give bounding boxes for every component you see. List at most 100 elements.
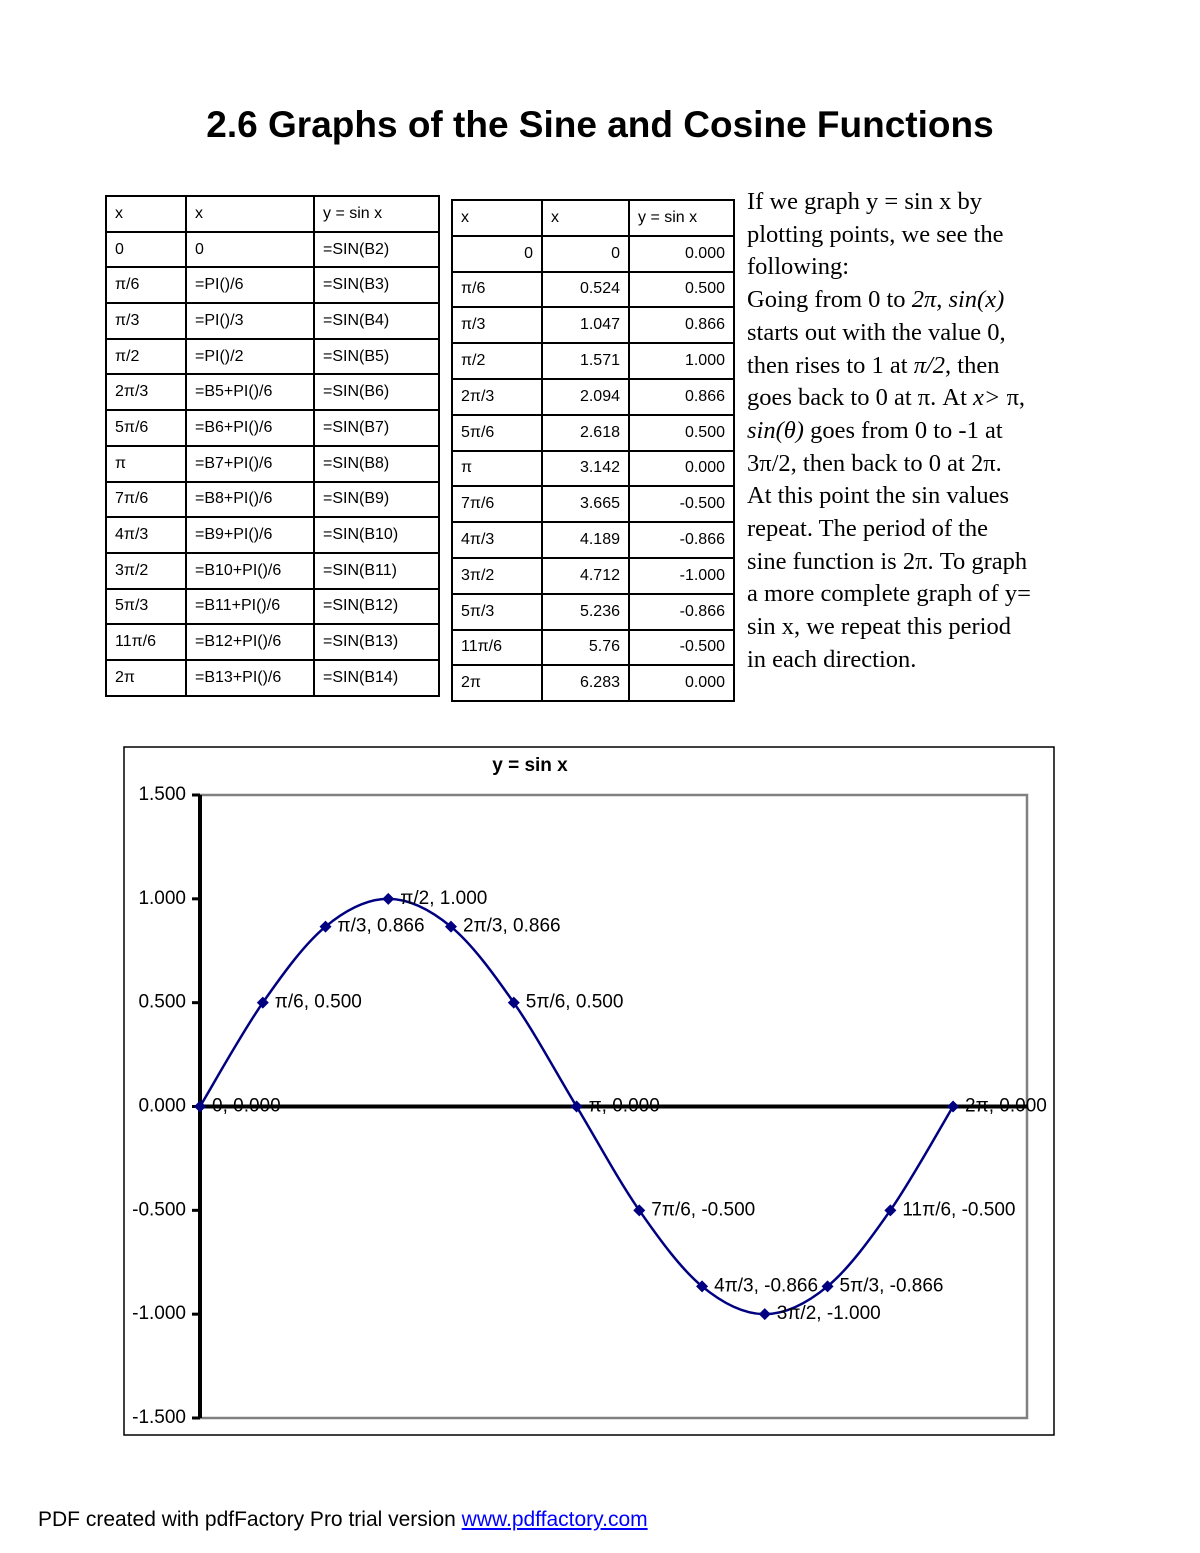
header-cell: y = sin x (313, 195, 440, 233)
y-tick-label: -1.000 (132, 1303, 186, 1324)
y-tick-label: -1.500 (132, 1407, 186, 1428)
table-cell: 7π/6 (105, 480, 187, 519)
table-cell: 3π/2 (451, 556, 543, 595)
table-row: 3π/2 4.712 -1.000 (451, 556, 735, 595)
table-cell: 0.000 (628, 234, 735, 273)
table-cell: =B13+PI()/6 (185, 658, 315, 697)
table-row: 3π/2 =B10+PI()/6 =SIN(B11) (105, 551, 440, 590)
data-label: 3π/2, -1.000 (777, 1303, 881, 1324)
table-row: 2π/3 =B5+PI()/6 =SIN(B6) (105, 373, 440, 412)
table-cell: 3.142 (541, 449, 630, 488)
table-cell: =SIN(B6) (313, 373, 440, 412)
table-cell: 3.665 (541, 485, 630, 524)
table-cell: 0 (451, 234, 543, 273)
table-row: 5π/6 2.618 0.500 (451, 413, 735, 452)
table-cell: =SIN(B14) (313, 658, 440, 697)
y-tick-label: 0.000 (138, 1096, 186, 1117)
data-label: 5π/6, 0.500 (526, 992, 624, 1013)
point-marker (947, 1100, 960, 1113)
table-cell: =SIN(B10) (313, 516, 440, 554)
data-label: π/3, 0.866 (337, 916, 424, 937)
table-row: π 3.142 0.000 (451, 449, 735, 488)
text-run: Going from 0 to (747, 286, 912, 314)
text-run: goes from 0 to -1 at 3π/2, then back to … (747, 416, 1031, 673)
footer: PDF created with pdfFactory Pro trial ve… (38, 1508, 648, 1532)
point-marker (256, 996, 269, 1009)
text-run: 2π (911, 286, 937, 314)
table-cell: 2π/3 (451, 377, 543, 416)
table-cell: 0.500 (628, 413, 735, 452)
table-cell: π/6 (105, 266, 187, 305)
table-row: 5π/3 =B11+PI()/6 =SIN(B12) (105, 587, 440, 626)
table-cell: =SIN(B13) (313, 623, 440, 661)
table-cell: π (451, 449, 543, 488)
table-row: π/6 =PI()/6 =SIN(B3) (105, 266, 440, 305)
table-cell: π/3 (451, 306, 543, 345)
table-cell: 1.047 (541, 306, 630, 345)
text-run: starts out with the value 0, then rises … (747, 318, 1006, 379)
table-cell: 5.236 (541, 592, 630, 631)
table-cell: 0.866 (628, 306, 735, 345)
table-cell: π/6 (451, 270, 543, 309)
table-row: 0 0 0.000 (451, 234, 735, 273)
footer-link[interactable]: www.pdffactory.com (461, 1508, 648, 1531)
text-run: , (936, 286, 949, 314)
data-label: 7π/6, -0.500 (651, 1199, 755, 1220)
table-cell: 4.189 (541, 521, 630, 559)
point-marker (194, 1100, 206, 1113)
table-row: 5π/3 5.236 -0.866 (451, 592, 735, 631)
table-cell: 5.76 (541, 628, 630, 667)
table-cell: 0.500 (628, 270, 735, 309)
table-cell: π/3 (105, 302, 187, 340)
text-run: π/2 (913, 351, 946, 379)
table-cell: 5π/3 (451, 592, 543, 631)
table-cell: 5π/3 (105, 587, 187, 626)
point-marker (507, 996, 520, 1009)
table-cell: 5π/6 (105, 409, 187, 447)
data-label: 0, 0.000 (212, 1096, 281, 1117)
table-cell: 0 (185, 230, 315, 269)
y-tick-label: 0.500 (138, 992, 186, 1013)
table-cell: =B12+PI()/6 (185, 623, 315, 661)
data-label: 5π/3, -0.866 (840, 1275, 944, 1296)
header-cell: y = sin x (628, 199, 735, 237)
header-cell: x (451, 199, 543, 237)
point-marker (884, 1204, 897, 1217)
table-cell: =SIN(B11) (313, 551, 440, 590)
table-cell: =SIN(B4) (313, 302, 440, 340)
table-cell: 0.524 (541, 270, 630, 309)
table-cell: 1.000 (628, 342, 735, 380)
data-label: π/6, 0.500 (275, 992, 362, 1013)
table-cell: 7π/6 (451, 485, 543, 524)
table-cell: 1.571 (541, 342, 630, 380)
table-cell: 6.283 (541, 664, 630, 703)
table-cell: =SIN(B3) (313, 266, 440, 305)
table-cell: =PI()/6 (185, 266, 315, 305)
chart-title: y = sin x (492, 755, 568, 776)
table-cell: =PI()/3 (185, 302, 315, 340)
table-cell: -1.000 (628, 556, 735, 595)
table-row: π =B7+PI()/6 =SIN(B8) (105, 444, 440, 483)
table-cell: 4π/3 (105, 516, 187, 554)
table-row: π/3 1.047 0.866 (451, 306, 735, 345)
data-label: π, 0.000 (589, 1096, 660, 1117)
table-cell: 0.000 (628, 664, 735, 703)
table-cell: =B6+PI()/6 (185, 409, 315, 447)
title: 2.6 Graphs of the Sine and Cosine Functi… (206, 104, 994, 145)
data-label: 11π/6, -0.500 (902, 1199, 1015, 1220)
table-cell: 4.712 (541, 556, 630, 595)
table-cell: 0.000 (628, 449, 735, 488)
table-cell: =B7+PI()/6 (185, 444, 315, 483)
table-cell: 2π/3 (105, 373, 187, 412)
table-row: π/3 =PI()/3 =SIN(B4) (105, 302, 440, 340)
table-cell: =SIN(B7) (313, 409, 440, 447)
table-cell: 4π/3 (451, 521, 543, 559)
table-cell: =B11+PI()/6 (185, 587, 315, 626)
table-cell: π/2 (451, 342, 543, 380)
point-marker (696, 1280, 709, 1293)
